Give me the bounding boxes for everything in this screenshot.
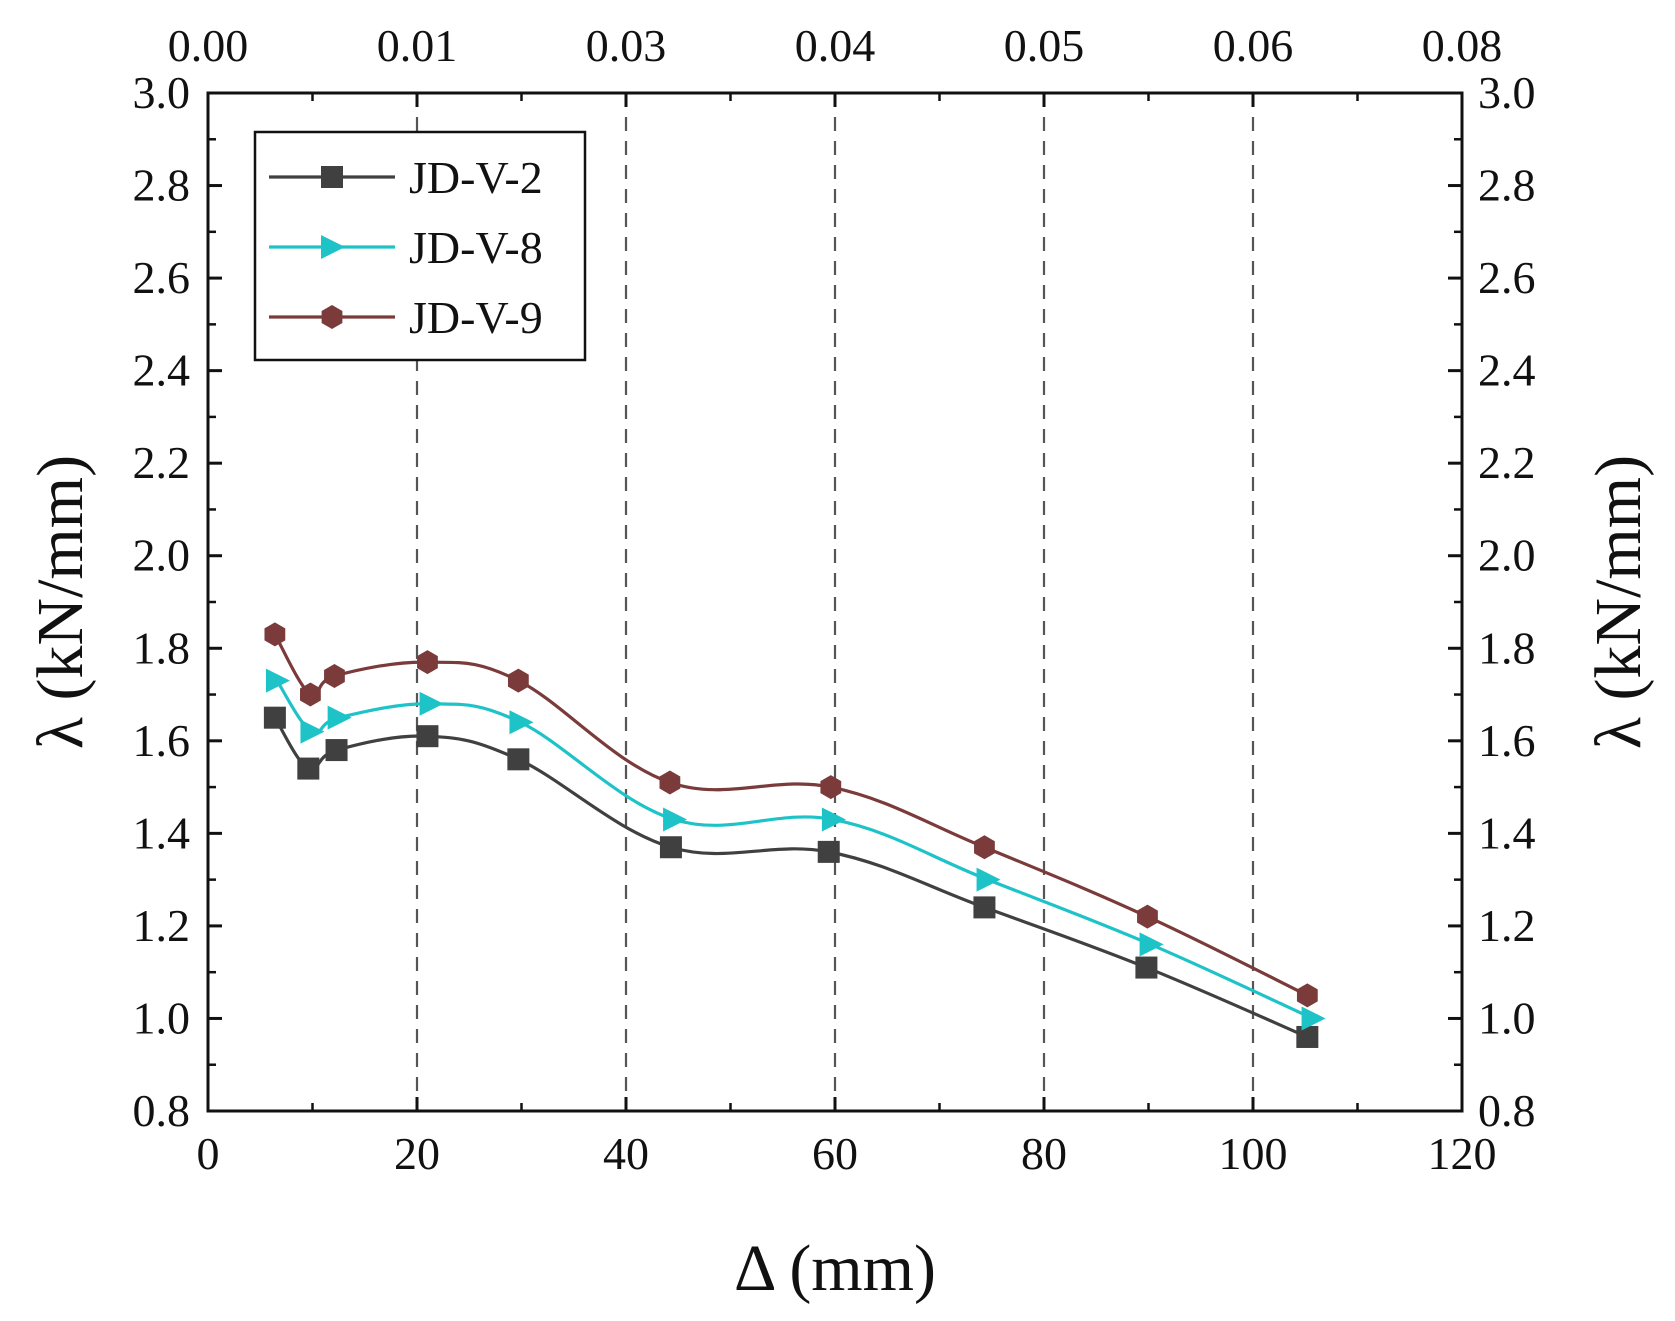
y-tick-label: 1.2 xyxy=(133,900,191,951)
data-point-jd-v-8 xyxy=(976,867,1001,892)
data-point-jd-v-8 xyxy=(1139,932,1164,957)
x-top-tick-label: 0.01 xyxy=(377,20,458,71)
x-tick-label: 0 xyxy=(197,1128,220,1179)
data-point-jd-v-8 xyxy=(265,668,290,693)
y-tick-label: 2.2 xyxy=(133,437,191,488)
series-jd-v-2 xyxy=(263,706,1319,1048)
x-axis-top: 0.00 0.01 0.03 0.04 0.05 0.06 0.08 xyxy=(168,20,1503,107)
data-point-jd-v-9 xyxy=(324,664,345,689)
grid-lines xyxy=(415,93,1255,1111)
y-tick-label-right: 3.0 xyxy=(1478,67,1536,118)
x-tick-label: 20 xyxy=(394,1128,440,1179)
series-jd-v-8 xyxy=(265,668,1326,1031)
y-tick-label: 1.4 xyxy=(133,807,191,858)
y-tick-label-right: 1.0 xyxy=(1478,992,1536,1043)
data-point-jd-v-9 xyxy=(1296,983,1318,1008)
y-tick-label-right: 0.8 xyxy=(1478,1085,1536,1136)
data-point-jd-v-2 xyxy=(416,725,439,748)
x-tick-label: 80 xyxy=(1021,1128,1067,1179)
x-axis-title: Δ (mm) xyxy=(734,1232,936,1305)
x-top-tick-label: 0.03 xyxy=(586,20,667,71)
data-point-jd-v-9 xyxy=(300,682,321,707)
y-tick-label-right: 2.0 xyxy=(1478,530,1536,581)
legend: JD-V-2 JD-V-8 JD-V-9 xyxy=(253,130,587,362)
y-tick-label: 0.8 xyxy=(133,1085,191,1136)
data-point-jd-v-2 xyxy=(297,757,320,780)
data-point-jd-v-8 xyxy=(327,705,352,730)
y-tick-label-right: 1.2 xyxy=(1478,900,1536,951)
data-point-jd-v-2 xyxy=(659,836,682,859)
data-point-jd-v-2 xyxy=(817,840,840,863)
y-tick-label-right: 2.6 xyxy=(1478,252,1536,303)
data-point-jd-v-2 xyxy=(973,896,996,919)
data-point-jd-v-9 xyxy=(974,835,995,860)
x-top-tick-label: 0.05 xyxy=(1004,20,1085,71)
y-tick-label: 2.4 xyxy=(133,345,191,396)
data-point-jd-v-8 xyxy=(821,807,846,832)
series-line-jd-v-2 xyxy=(273,716,1308,1039)
y-tick-label: 3.0 xyxy=(133,67,191,118)
data-point-jd-v-2 xyxy=(263,706,286,729)
y-tick-label: 2.0 xyxy=(133,530,191,581)
y-tick-label: 2.8 xyxy=(133,160,191,211)
y-axis-title-right: λ (kN/mm) xyxy=(1582,455,1655,749)
y-tick-label: 2.6 xyxy=(133,252,191,303)
data-point-jd-v-8 xyxy=(509,710,534,735)
data-point-jd-v-2 xyxy=(507,748,530,771)
data-point-jd-v-2 xyxy=(325,739,348,762)
y-tick-label: 1.8 xyxy=(133,622,191,673)
x-tick-label: 100 xyxy=(1219,1128,1288,1179)
x-axis-bottom: 0 20 40 60 80 100 120 xyxy=(197,1097,1497,1179)
y-tick-label-right: 1.6 xyxy=(1478,715,1536,766)
data-point-jd-v-8 xyxy=(1301,1006,1326,1031)
legend-marker-jd-v-8 xyxy=(321,235,345,259)
data-point-jd-v-9 xyxy=(507,668,529,693)
y-tick-label-right: 2.2 xyxy=(1478,437,1536,488)
series-jd-v-9 xyxy=(264,622,1318,1008)
data-point-jd-v-9 xyxy=(820,775,842,800)
x-tick-label: 120 xyxy=(1428,1128,1497,1179)
y-tick-label: 1.6 xyxy=(133,715,191,766)
legend-marker-jd-v-9 xyxy=(321,305,343,329)
y-axis-title-left: λ (kN/mm) xyxy=(24,455,97,749)
x-tick-label: 40 xyxy=(603,1128,649,1179)
data-point-jd-v-2 xyxy=(1135,956,1158,979)
legend-marker-jd-v-2 xyxy=(321,166,343,188)
y-tick-label-right: 2.4 xyxy=(1478,345,1536,396)
data-point-jd-v-9 xyxy=(417,650,438,675)
x-top-tick-label: 0.04 xyxy=(795,20,876,71)
legend-label-jd-v-2: JD-V-2 xyxy=(409,152,543,203)
y-tick-label-right: 2.8 xyxy=(1478,160,1536,211)
data-point-jd-v-8 xyxy=(300,719,325,744)
data-point-jd-v-9 xyxy=(264,622,286,647)
data-point-jd-v-2 xyxy=(1296,1025,1319,1048)
y-tick-label-right: 1.4 xyxy=(1478,807,1536,858)
y-tick-label: 1.0 xyxy=(133,992,191,1043)
x-top-tick-label: 0.06 xyxy=(1213,20,1294,71)
legend-label-jd-v-9: JD-V-9 xyxy=(409,292,543,343)
data-point-jd-v-9 xyxy=(1137,904,1158,929)
x-top-tick-label: 0.00 xyxy=(168,20,249,71)
x-top-tick-label: 0.08 xyxy=(1422,20,1503,71)
legend-label-jd-v-8: JD-V-8 xyxy=(409,222,543,273)
y-axis-right: 0.8 1.0 1.2 1.4 1.6 1.8 2.0 2.2 2.4 2.6 2.8 3.0 xyxy=(1448,67,1536,1136)
data-point-jd-v-9 xyxy=(659,770,681,795)
data-point-jd-v-8 xyxy=(419,691,444,716)
y-axis-left: 0.8 1.0 1.2 1.4 1.6 1.8 2.0 2.2 2.4 2.6 2.8 3.0 xyxy=(133,67,222,1136)
x-tick-label: 60 xyxy=(812,1128,858,1179)
y-tick-label-right: 1.8 xyxy=(1478,622,1536,673)
data-point-jd-v-8 xyxy=(663,807,688,832)
